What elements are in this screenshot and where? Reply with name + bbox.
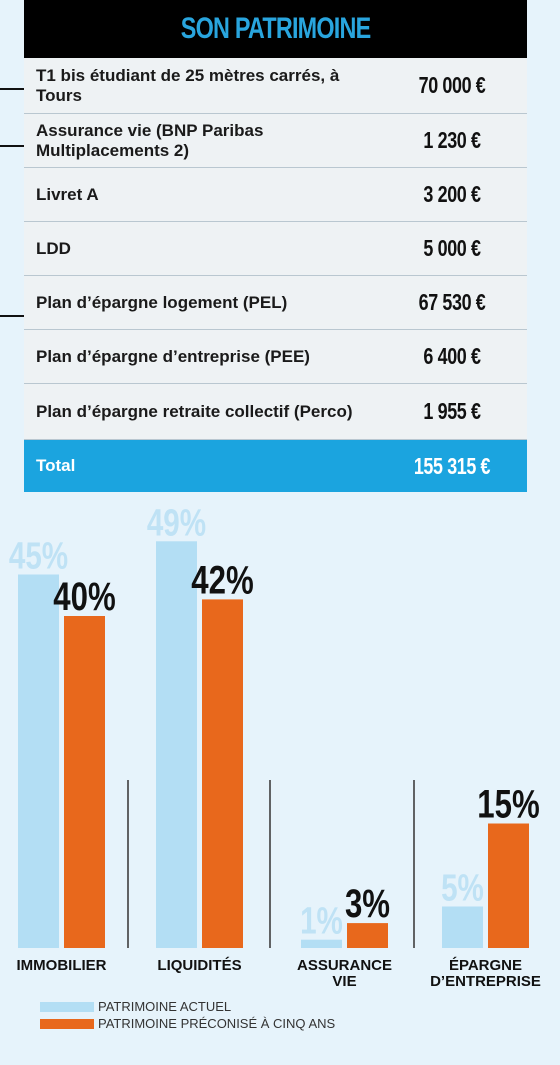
row-label: Plan d’épargne d’entreprise (PEE) xyxy=(36,346,310,366)
patrimoine-table: SON PATRIMOINE T1 bis étudiant de 25 mèt… xyxy=(24,0,527,492)
bar-preconise xyxy=(488,823,529,948)
data-label: 1% xyxy=(300,900,343,942)
legend-item-actuel: PATRIMOINE ACTUEL xyxy=(40,998,335,1015)
table-row: Plan d’épargne retraite collectif (Perco… xyxy=(24,384,527,440)
leader-line xyxy=(0,145,24,147)
data-label: 40% xyxy=(53,574,115,619)
category-label: IMMOBILIER xyxy=(17,957,107,974)
legend-item-preconise: PATRIMOINE PRÉCONISÉ À CINQ ANS xyxy=(40,1015,335,1032)
table-title: SON PATRIMOINE xyxy=(180,12,372,45)
leader-line xyxy=(0,315,24,317)
total-value: 155 315 € xyxy=(413,452,491,479)
bar-preconise xyxy=(202,599,243,948)
data-label: 42% xyxy=(191,558,253,603)
category-label: ASSURANCE VIE xyxy=(297,957,392,990)
table-header: SON PATRIMOINE xyxy=(24,0,527,58)
row-label: Plan d’épargne retraite collectif (Perco… xyxy=(36,401,353,421)
table-row: Plan d’épargne d’entreprise (PEE) 6 400 € xyxy=(24,330,527,384)
data-label: 45% xyxy=(9,535,68,577)
bar-preconise xyxy=(347,923,388,948)
category-label: LIQUIDITÉS xyxy=(157,957,241,974)
row-value: 1 955 € xyxy=(423,398,481,424)
row-value: 70 000 € xyxy=(418,72,486,98)
bar-actuel xyxy=(301,939,342,948)
bar-actuel xyxy=(18,574,59,948)
leader-line xyxy=(0,88,24,90)
legend-label-actuel: PATRIMOINE ACTUEL xyxy=(98,999,232,1014)
row-label: Livret A xyxy=(36,184,99,204)
bar-preconise xyxy=(64,616,105,948)
total-label: Total xyxy=(36,456,76,475)
row-label: Plan d’épargne logement (PEL) xyxy=(36,292,288,312)
legend-swatch-actuel xyxy=(40,1001,94,1012)
row-label: T1 bis étudiant de 25 mètres carrés, à T… xyxy=(36,65,340,105)
data-label: 5% xyxy=(441,867,484,909)
row-label: LDD xyxy=(36,238,71,258)
row-label: Assurance vie (BNP Paribas Multiplacemen… xyxy=(36,120,264,160)
table-row: T1 bis étudiant de 25 mètres carrés, à T… xyxy=(24,58,527,114)
data-label: 15% xyxy=(477,782,539,827)
bar-chart: 45%40% IMMOBILIER 49% 42% LIQUIDITÉS 1% 3% ASSU… xyxy=(9,502,541,990)
table-row: Assurance vie (BNP Paribas Multiplacemen… xyxy=(24,114,527,168)
data-label: 49% xyxy=(147,502,206,544)
legend-label-preconise: PATRIMOINE PRÉCONISÉ À CINQ ANS xyxy=(98,1016,336,1031)
row-value: 5 000 € xyxy=(423,235,481,261)
table-row: LDD 5 000 € xyxy=(24,222,527,276)
table-row: Plan d’épargne logement (PEL) 67 530 € xyxy=(24,276,527,330)
data-label: 3% xyxy=(345,881,390,926)
bar-actuel xyxy=(442,906,483,948)
table-row-total: Total 155 315 € xyxy=(24,440,527,492)
category-label: ÉPARGNE D’ENTREPRISE xyxy=(430,957,541,990)
row-value: 3 200 € xyxy=(423,181,481,207)
bar-actuel xyxy=(156,541,197,948)
row-value: 67 530 € xyxy=(418,289,486,315)
chart-legend: PATRIMOINE ACTUEL PATRIMOINE PRÉCONISÉ À… xyxy=(40,998,335,1032)
legend-swatch-preconise xyxy=(40,1018,94,1029)
row-value: 1 230 € xyxy=(423,127,481,153)
row-value: 6 400 € xyxy=(423,343,481,369)
table-row: Livret A 3 200 € xyxy=(24,168,527,222)
